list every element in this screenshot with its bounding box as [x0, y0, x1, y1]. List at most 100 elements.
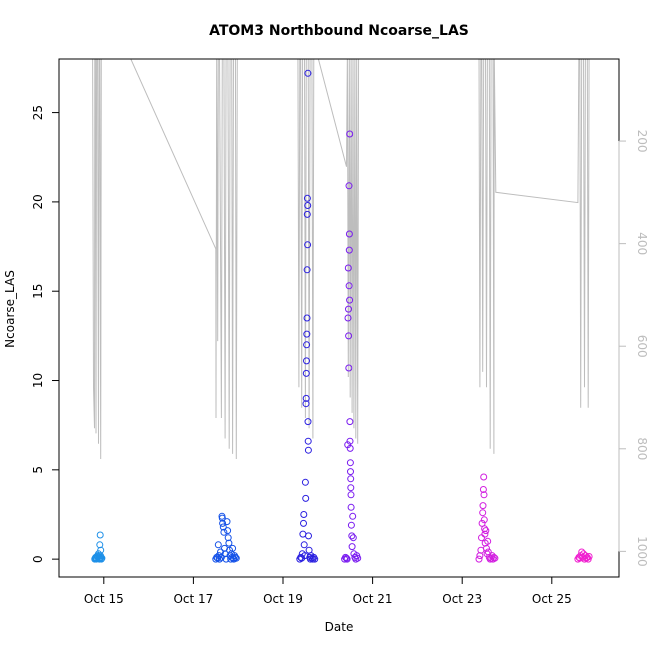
y-tick-label: 15 — [31, 284, 45, 299]
data-point-series-2 — [225, 539, 233, 547]
data-point-series-3 — [303, 330, 311, 338]
data-point-series-3 — [301, 478, 309, 486]
right-tick-label: 800 — [635, 437, 649, 460]
data-point-series-4 — [349, 534, 357, 542]
data-point-series-3 — [300, 519, 307, 527]
data-point-series-5 — [484, 537, 492, 545]
data-point-series-2 — [232, 554, 240, 562]
data-point-series-2 — [219, 519, 227, 527]
x-tick-label: Oct 23 — [442, 592, 482, 606]
data-point-series-1 — [97, 546, 105, 554]
data-point-series-4 — [345, 282, 353, 290]
data-point-series-3 — [303, 194, 311, 202]
data-point-series-5 — [480, 473, 488, 481]
data-point-series-2 — [223, 518, 231, 526]
data-point-series-4 — [346, 459, 354, 467]
data-point-series-4 — [342, 553, 349, 561]
data-point-series-2 — [219, 523, 227, 531]
data-point-series-3 — [300, 511, 308, 518]
data-point-series-4 — [349, 512, 357, 520]
data-point-series-5 — [479, 486, 487, 493]
right-axis-series — [92, 59, 590, 460]
data-point-series-4 — [354, 554, 362, 562]
right-tick-label: 600 — [635, 335, 649, 358]
data-point-series-3 — [302, 494, 310, 502]
data-point-series-2 — [229, 544, 237, 552]
data-point-series-4 — [345, 230, 353, 238]
right-axis: 200 400 600 800 1000 — [618, 130, 649, 567]
y-tick-label: 25 — [31, 105, 45, 120]
data-point-series-4 — [347, 491, 355, 499]
data-point-series-2 — [217, 553, 225, 561]
data-point-series-4 — [347, 521, 355, 529]
y-axis: 0 5 10 15 20 25 — [31, 105, 60, 563]
right-tick-label: 200 — [635, 130, 649, 153]
data-point-series-4 — [346, 130, 354, 138]
y-tick-label: 5 — [31, 466, 45, 474]
y-tick-label: 0 — [31, 555, 45, 563]
data-point-series-4 — [348, 543, 356, 551]
data-point-series-4 — [345, 182, 353, 190]
data-point-series-3 — [304, 202, 312, 209]
data-point-series-4 — [346, 444, 354, 452]
data-point-series-4 — [345, 246, 353, 254]
data-point-series-3 — [304, 241, 312, 249]
data-point-series-2 — [214, 541, 222, 549]
data-point-series-4 — [347, 468, 354, 476]
data-point-series-4 — [347, 475, 355, 483]
data-point-series-4 — [346, 296, 354, 304]
data-point-series-3 — [311, 555, 319, 563]
data-point-series-2 — [218, 514, 226, 522]
data-point-series-6 — [585, 553, 593, 560]
data-point-series-4 — [346, 418, 354, 426]
data-point-series-4 — [344, 314, 352, 322]
data-point-series-5 — [480, 516, 488, 524]
data-point-series-5 — [491, 554, 499, 562]
y-axis-label: Ncoarse_LAS — [3, 270, 17, 348]
data-point-series-3 — [303, 314, 311, 322]
data-point-series-3 — [303, 341, 311, 349]
data-point-series-5 — [480, 491, 488, 499]
y-tick-label: 10 — [31, 373, 45, 388]
data-point-series-3 — [303, 357, 310, 365]
data-point-series-3 — [302, 394, 310, 402]
data-point-series-4 — [344, 264, 352, 272]
data-point-series-3 — [305, 532, 312, 540]
data-point-series-4 — [346, 437, 354, 445]
x-tick-label: Oct 19 — [263, 592, 303, 606]
data-point-series-5 — [481, 525, 489, 533]
data-point-series-5 — [481, 530, 489, 538]
data-point-series-4 — [347, 503, 355, 511]
data-point-series-1 — [98, 554, 106, 562]
right-tick-label: 1000 — [635, 536, 649, 567]
data-point-series-3 — [302, 400, 310, 408]
data-point-series-4 — [347, 484, 355, 492]
data-point-series-4 — [345, 364, 353, 372]
data-point-series-3 — [304, 446, 312, 454]
data-point-series-3 — [302, 369, 310, 377]
chart-title: ATOM3 Northbound Ncoarse_LAS — [209, 23, 469, 39]
right-series-line — [92, 59, 590, 460]
data-point-series-3 — [297, 553, 305, 561]
data-point-series-1 — [96, 531, 104, 539]
data-point-series-5 — [486, 555, 494, 563]
data-point-series-2 — [220, 528, 228, 536]
x-axis: Oct 15 Oct 17 Oct 19 Oct 21 Oct 23 Oct 25 — [84, 576, 572, 606]
data-point-series-4 — [343, 555, 351, 563]
data-point-series-2 — [231, 553, 239, 561]
data-point-series-3 — [304, 418, 312, 426]
x-tick-label: Oct 15 — [84, 592, 124, 606]
data-point-series-5 — [490, 553, 498, 561]
data-point-series-5 — [482, 527, 490, 535]
x-tick-label: Oct 21 — [353, 592, 393, 606]
scatter-points — [91, 69, 593, 563]
data-point-series-4 — [348, 532, 356, 540]
data-point-series-2 — [224, 534, 232, 542]
data-point-series-4 — [345, 305, 352, 313]
x-tick-label: Oct 25 — [532, 592, 572, 606]
data-point-series-5 — [483, 544, 490, 552]
data-point-series-3 — [304, 69, 312, 77]
data-point-series-3 — [303, 266, 311, 274]
